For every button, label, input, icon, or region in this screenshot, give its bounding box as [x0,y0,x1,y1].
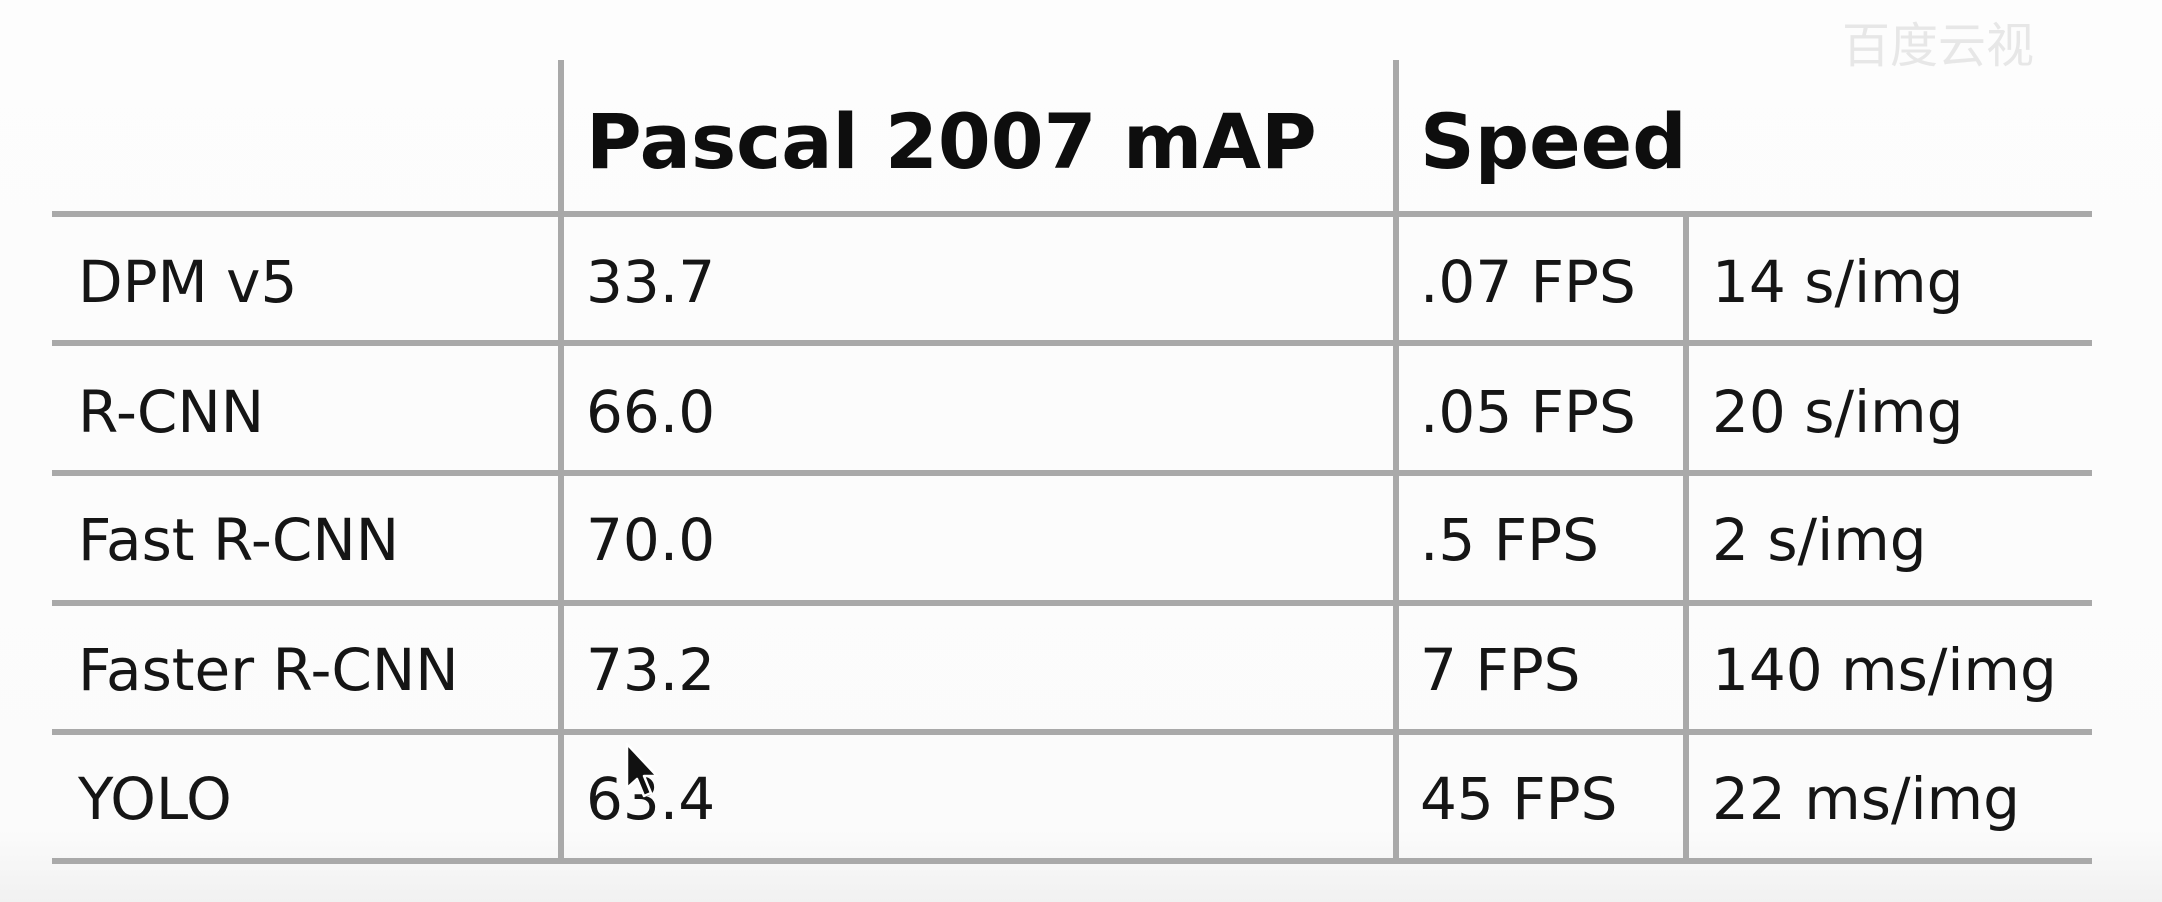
row-method: Fast R-CNN [78,506,400,574]
row-map: 73.2 [586,636,716,704]
row-time: 14 s/img [1712,248,1964,316]
row-divider [52,729,2092,735]
row-time: 22 ms/img [1712,765,2020,833]
column-divider [1393,60,1399,864]
column-divider [558,60,564,864]
row-fps: 7 FPS [1420,636,1581,704]
row-map: 63.4 [586,765,716,833]
row-map: 70.0 [586,506,716,574]
header-map: Pascal 2007 mAP [586,97,1317,186]
row-method: Faster R-CNN [78,636,459,704]
row-time: 140 ms/img [1712,636,2057,704]
row-fps: .05 FPS [1420,378,1636,446]
mouse-cursor-icon [625,742,659,798]
row-method: YOLO [78,765,232,833]
row-divider [52,858,2092,864]
row-fps: .5 FPS [1420,506,1599,574]
row-map: 66.0 [586,378,716,446]
row-time: 2 s/img [1712,506,1927,574]
row-time: 20 s/img [1712,378,1964,446]
row-fps: .07 FPS [1420,248,1636,316]
row-divider [52,470,2092,476]
row-divider [52,340,2092,346]
row-divider [52,211,2092,217]
row-method: R-CNN [78,378,265,446]
watermark: 百度云视 [1842,18,2035,74]
row-method: DPM v5 [78,248,298,316]
row-map: 33.7 [586,248,716,316]
column-divider [1683,214,1689,864]
row-divider [52,600,2092,606]
row-fps: 45 FPS [1420,765,1618,833]
header-speed: Speed [1420,97,1687,186]
